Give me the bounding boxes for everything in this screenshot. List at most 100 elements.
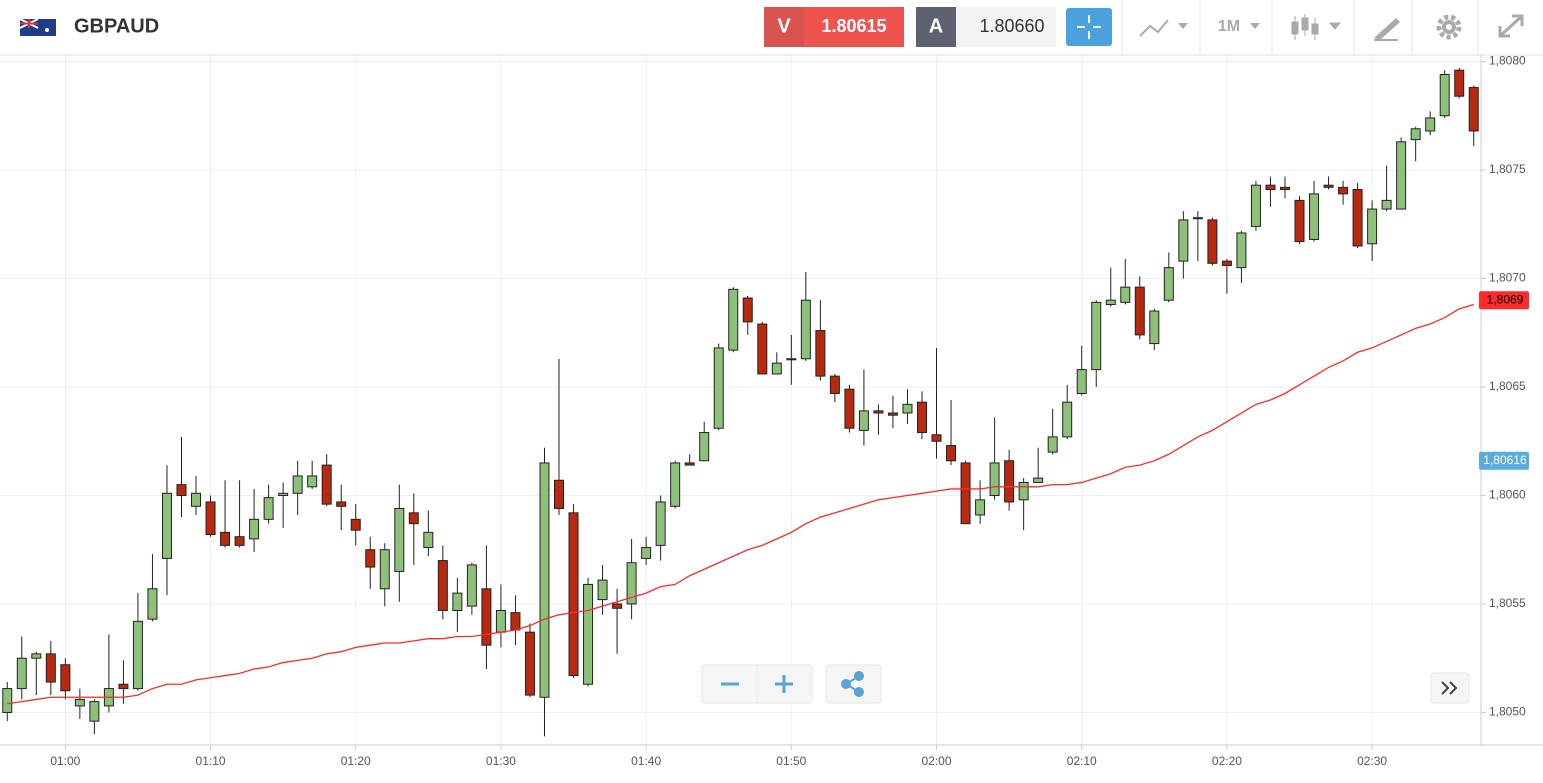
candle-body	[1294, 199, 1305, 243]
candle-body	[278, 492, 289, 496]
candle-body	[931, 434, 942, 442]
candle-body	[583, 583, 594, 685]
price-label-box	[1479, 291, 1529, 310]
scroll-to-end-button[interactable]	[1430, 672, 1470, 704]
candle-body	[524, 631, 535, 696]
candle-body	[1105, 299, 1116, 306]
crosshair-icon	[1077, 15, 1101, 39]
symbol: GBPAUD	[74, 15, 159, 37]
candle-body	[946, 445, 957, 462]
x-tick-label: 02:10	[1067, 754, 1097, 768]
candle-body	[147, 588, 158, 620]
flag	[19, 18, 56, 36]
buy-price-box[interactable]	[956, 7, 1056, 47]
candle-body	[1207, 219, 1218, 264]
price-label-box	[1479, 451, 1529, 470]
candle-body	[902, 403, 913, 414]
candle-body	[16, 657, 27, 690]
candle-body	[887, 412, 898, 416]
candle-body	[74, 698, 85, 707]
candle-body	[728, 288, 739, 351]
x-tick-label: 01:30	[486, 754, 516, 768]
candle-body	[786, 358, 797, 361]
y-tick-label: 1,8070	[1489, 271, 1526, 285]
indicator-button[interactable]	[1139, 19, 1188, 37]
candle-body	[1439, 74, 1450, 117]
candle-body	[481, 588, 492, 646]
y-tick-label: 1,8080	[1489, 54, 1526, 68]
timeframe[interactable]: 1M	[1218, 18, 1240, 35]
candle-body	[1004, 460, 1015, 503]
candle-body	[1178, 219, 1189, 262]
chart-type-button[interactable]	[1291, 14, 1342, 40]
zoom-in[interactable]	[775, 675, 793, 693]
candle-body	[1468, 87, 1479, 132]
candle-body	[1250, 184, 1261, 227]
candle-body	[858, 410, 869, 431]
candle-body	[916, 401, 927, 434]
share-button[interactable]	[825, 664, 882, 704]
sell-label: V	[777, 15, 791, 37]
candle-body	[263, 497, 274, 520]
moving-average-line	[7, 303, 1474, 705]
candle-body	[1323, 184, 1334, 188]
settings-button[interactable]	[1436, 14, 1462, 40]
candle-body	[2, 688, 13, 713]
candle-body	[1149, 310, 1160, 345]
plot	[2, 68, 1479, 737]
sell-price-box[interactable]	[804, 7, 904, 47]
y-tick-label: 1,8060	[1489, 488, 1526, 502]
candle-body	[423, 531, 434, 549]
candle-body	[1236, 232, 1247, 269]
fullscreen-button[interactable]	[1498, 14, 1524, 38]
candle-body	[1454, 69, 1465, 97]
candle-body	[975, 499, 986, 516]
candle-body	[989, 462, 1000, 496]
candle-body	[350, 518, 361, 531]
candle-body	[1279, 186, 1290, 191]
draw-button[interactable]	[1374, 18, 1400, 41]
scroll-icon	[1441, 681, 1458, 695]
candle-body	[495, 609, 506, 633]
x-tick-label: 02:00	[921, 754, 951, 768]
candle-body	[89, 701, 100, 722]
candle-body	[1221, 260, 1232, 266]
candle-body	[1352, 189, 1363, 247]
crosshair-button[interactable]	[1066, 8, 1112, 46]
candle-body	[1134, 286, 1145, 336]
candle-body	[1018, 481, 1029, 501]
y-tick-label: 1,8050	[1489, 705, 1526, 719]
candle-body	[873, 410, 884, 414]
y-tick-label: 1,8075	[1489, 162, 1526, 176]
candle-body	[1120, 286, 1131, 303]
sell-button[interactable]	[764, 7, 804, 47]
x-tick-label: 02:20	[1212, 754, 1242, 768]
candle-body	[684, 462, 695, 466]
candle-body	[1091, 301, 1102, 371]
candle-body	[60, 664, 71, 692]
buy-label: A	[929, 15, 943, 37]
candle-body	[1192, 217, 1203, 220]
candle-body	[321, 464, 332, 505]
candle-body	[844, 388, 855, 429]
candle-body	[45, 653, 56, 683]
candle-body	[815, 330, 826, 377]
candle-body	[1076, 369, 1087, 394]
candle-body	[597, 579, 608, 601]
x-tick-label: 01:00	[50, 754, 80, 768]
separators	[1121, 0, 1479, 55]
candle-body	[554, 479, 565, 509]
buy-button[interactable]	[916, 7, 956, 47]
candle-body	[176, 484, 187, 496]
candle-body	[365, 549, 376, 568]
candle-body	[960, 462, 971, 525]
candle-body	[1367, 208, 1378, 245]
candle-body	[539, 462, 550, 698]
candle-body	[641, 547, 652, 559]
candle-body	[1425, 117, 1436, 132]
candle-body	[713, 347, 724, 429]
candle-body	[132, 620, 143, 690]
candle-body	[1062, 401, 1073, 438]
